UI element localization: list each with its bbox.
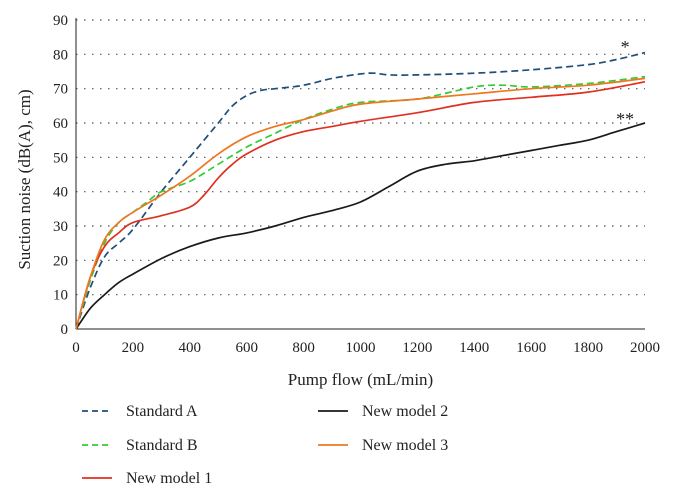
legend-label: New model 3 bbox=[362, 437, 448, 454]
y-tick-label: 0 bbox=[61, 322, 69, 338]
x-tick-label: 600 bbox=[235, 340, 258, 356]
grid-lines bbox=[76, 19, 645, 296]
legend-label: Standard A bbox=[126, 403, 198, 420]
series-line-new-model-2 bbox=[75, 122, 646, 330]
x-tick-label: 1000 bbox=[346, 340, 376, 356]
y-tick-label: 80 bbox=[53, 47, 68, 63]
y-tick-label: 10 bbox=[53, 288, 68, 304]
significance-marker: * bbox=[621, 37, 630, 57]
y-tick-label: 60 bbox=[53, 116, 68, 132]
series-line-new-model-3 bbox=[75, 77, 646, 330]
y-tick-label: 40 bbox=[53, 185, 68, 201]
series-lines bbox=[75, 51, 646, 330]
legend-item: New model 2 bbox=[318, 403, 448, 420]
significance-marker: ** bbox=[616, 109, 634, 129]
series-line-standard-a bbox=[75, 51, 646, 330]
x-tick-label: 1200 bbox=[402, 340, 432, 356]
y-tick-label: 50 bbox=[53, 150, 68, 166]
x-tick-label: 200 bbox=[122, 340, 145, 356]
x-tick-label: 400 bbox=[179, 340, 202, 356]
legend-label: Standard B bbox=[126, 437, 198, 454]
x-tick-label: 1800 bbox=[573, 340, 603, 356]
annotations: *** bbox=[616, 37, 634, 129]
legend-item: Standard A bbox=[82, 403, 198, 420]
x-axis-label: Pump flow (mL/min) bbox=[288, 370, 433, 389]
legend-label: New model 1 bbox=[126, 470, 212, 487]
y-tick-label: 70 bbox=[53, 82, 68, 98]
x-tick-label: 1400 bbox=[459, 340, 489, 356]
series-line-standard-b bbox=[75, 75, 646, 330]
x-tick-label: 2000 bbox=[630, 340, 660, 356]
legend: Standard A Standard B New model 1 New model… bbox=[82, 403, 448, 487]
legend-item: New model 3 bbox=[318, 437, 448, 454]
y-tick-labels: 0 10 20 30 40 50 60 70 80 90 bbox=[53, 13, 68, 338]
y-axis-label: Suction noise (dB(A), cm) bbox=[15, 89, 34, 269]
axes bbox=[75, 18, 645, 330]
x-tick-label: 0 bbox=[72, 340, 80, 356]
y-tick-label: 30 bbox=[53, 219, 68, 235]
y-tick-label: 20 bbox=[53, 253, 68, 269]
x-tick-labels: 0 200 400 600 800 1000 1200 1400 1600 1800 2000 bbox=[72, 340, 660, 356]
y-tick-label: 90 bbox=[53, 13, 68, 29]
series-line-new-model-1 bbox=[75, 80, 646, 330]
x-tick-label: 1600 bbox=[516, 340, 546, 356]
x-tick-label: 800 bbox=[292, 340, 315, 356]
legend-label: New model 2 bbox=[362, 403, 448, 420]
legend-item: Standard B bbox=[82, 437, 198, 454]
legend-item: New model 1 bbox=[82, 470, 212, 487]
